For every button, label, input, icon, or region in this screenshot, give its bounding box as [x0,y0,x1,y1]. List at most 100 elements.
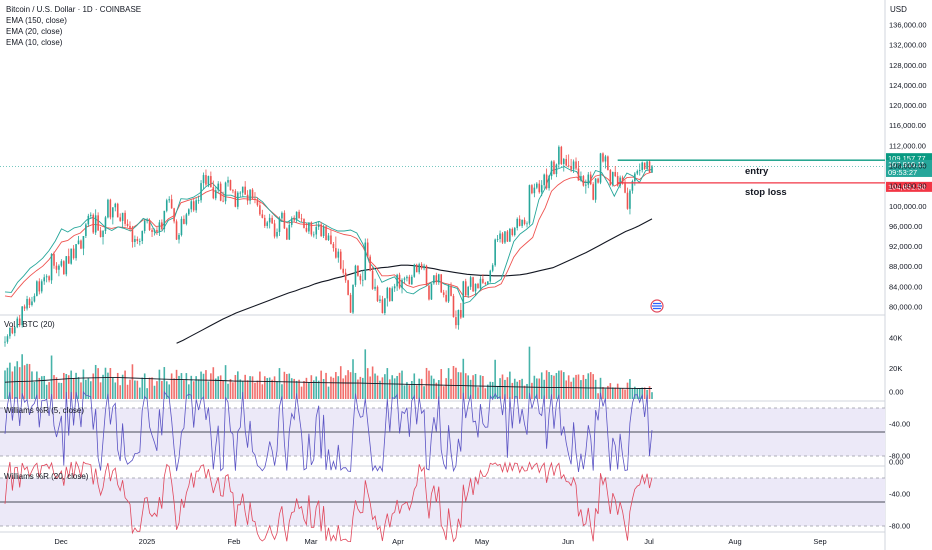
candle-body[interactable] [533,187,536,194]
candle-body[interactable] [504,231,506,243]
candle-body[interactable] [501,233,504,243]
candle-body[interactable] [239,192,242,194]
candle-body[interactable] [371,270,374,289]
candle-body[interactable] [452,295,455,318]
candle-body[interactable] [234,191,237,207]
candle-body[interactable] [256,199,259,206]
candle-body[interactable] [565,158,568,166]
candle-body[interactable] [293,218,295,221]
candle-body[interactable] [178,234,180,240]
candle-body[interactable] [624,183,626,193]
candle-body[interactable] [344,272,347,281]
legend-ema150[interactable]: EMA (150, close) [6,16,67,25]
candle-body[interactable] [393,286,396,289]
candle-body[interactable] [386,287,389,299]
candle-body[interactable] [528,185,531,224]
candle-body[interactable] [641,162,643,171]
candle-body[interactable] [249,189,251,201]
candle-body[interactable] [136,239,139,242]
candle-body[interactable] [36,281,38,296]
candle-body[interactable] [6,336,9,342]
candle-body[interactable] [472,277,474,292]
candle-body[interactable] [626,192,629,209]
candle-body[interactable] [354,265,357,285]
candle-body[interactable] [63,261,65,275]
candle-body[interactable] [555,164,558,175]
candle-body[interactable] [582,176,585,186]
candle-body[interactable] [513,227,516,235]
candle-body[interactable] [646,161,648,170]
candle-body[interactable] [398,274,401,288]
candle-body[interactable] [31,301,33,305]
candle-body[interactable] [138,241,141,242]
candle-body[interactable] [364,242,367,280]
candle-body[interactable] [67,256,70,264]
candle-body[interactable] [48,276,50,281]
candle-body[interactable] [222,200,224,202]
candle-body[interactable] [263,217,266,226]
candle-body[interactable] [374,286,376,289]
candle-body[interactable] [188,209,190,215]
candle-body[interactable] [602,153,604,162]
candle-body[interactable] [305,227,308,232]
candle-body[interactable] [104,217,107,231]
candle-body[interactable] [518,218,521,226]
entry-label[interactable]: entry [745,166,769,177]
candle-body[interactable] [636,171,639,174]
candle-body[interactable] [577,168,580,181]
candle-body[interactable] [575,161,577,169]
legend-ema20[interactable]: EMA (20, close) [6,27,63,36]
candle-body[interactable] [173,208,175,222]
candle-body[interactable] [190,201,193,210]
candle-body[interactable] [143,220,146,231]
candle-body[interactable] [89,214,92,216]
candle-body[interactable] [499,233,501,240]
candle-body[interactable] [408,276,411,285]
candle-body[interactable] [442,292,445,295]
candle-body[interactable] [207,176,210,185]
candle-body[interactable] [523,219,526,224]
candle-body[interactable] [376,286,379,301]
candle-body[interactable] [232,190,234,192]
candle-body[interactable] [342,268,344,273]
candle-body[interactable] [467,286,469,296]
candle-body[interactable] [474,283,477,292]
candle-body[interactable] [614,172,617,177]
candle-body[interactable] [210,176,212,188]
candle-body[interactable] [428,285,430,300]
candle-body[interactable] [484,282,487,284]
candle-body[interactable] [183,218,185,224]
candle-body[interactable] [28,298,31,305]
candle-body[interactable] [325,226,327,241]
candle-body[interactable] [124,212,126,224]
candle-body[interactable] [197,200,200,202]
candle-body[interactable] [151,229,153,232]
candle-body[interactable] [352,284,354,313]
candle-body[interactable] [205,175,207,185]
candle-body[interactable] [536,183,538,188]
candle-body[interactable] [415,264,418,273]
candle-body[interactable] [589,174,592,185]
candle-body[interactable] [286,228,288,240]
candle-body[interactable] [244,186,246,195]
candle-body[interactable] [60,261,63,266]
candle-body[interactable] [332,244,335,249]
candle-body[interactable] [550,161,553,177]
candle-body[interactable] [396,274,398,287]
candle-body[interactable] [129,225,131,229]
candle-body[interactable] [121,212,124,221]
candle-body[interactable] [479,278,482,289]
candle-body[interactable] [621,177,624,184]
candle-body[interactable] [634,173,636,182]
candle-body[interactable] [558,146,560,165]
candle-body[interactable] [161,222,163,229]
candle-body[interactable] [347,280,349,295]
candle-body[interactable] [413,264,416,277]
candle-body[interactable] [349,294,352,313]
candle-body[interactable] [11,327,14,334]
candle-body[interactable] [26,298,28,309]
candle-body[interactable] [310,222,313,235]
candle-body[interactable] [616,176,619,186]
candle-body[interactable] [33,295,36,302]
